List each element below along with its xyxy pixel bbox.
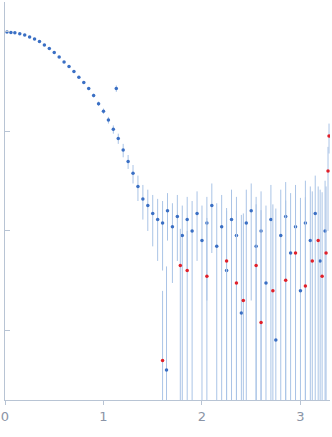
svg-text:0: 0 xyxy=(1,409,9,424)
svg-text:3: 3 xyxy=(296,409,304,424)
svg-text:1: 1 xyxy=(99,409,107,424)
svg-text:2: 2 xyxy=(198,409,206,424)
